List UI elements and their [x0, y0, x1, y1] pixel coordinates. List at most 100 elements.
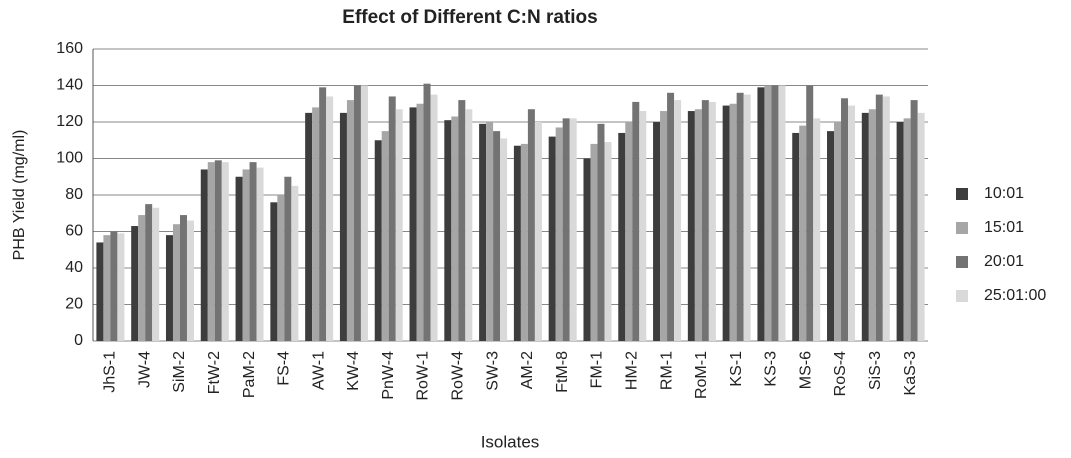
bar: [569, 118, 577, 341]
bar: [660, 111, 668, 341]
bar: [875, 94, 883, 341]
bar: [764, 85, 772, 341]
bar: [708, 101, 716, 341]
bar: [848, 105, 856, 341]
x-tick-label: FtM-8: [554, 351, 571, 393]
y-tick-label: 40: [65, 259, 83, 276]
bar: [527, 109, 535, 341]
bar: [165, 235, 173, 341]
x-tick-label: PaM-2: [241, 351, 258, 398]
y-tick-label: 160: [56, 40, 83, 57]
bar: [458, 100, 466, 341]
chart-title: Effect of Different C:N ratios: [342, 7, 597, 28]
bar: [145, 204, 153, 341]
bar: [242, 169, 250, 341]
bar: [381, 131, 389, 341]
bar: [757, 87, 765, 341]
x-tick-label: RM-1: [658, 351, 675, 390]
bar: [353, 85, 361, 341]
x-tick-label: KS-1: [728, 351, 745, 387]
bar: [674, 100, 682, 341]
y-axis-label: PHB Yield (mg/ml): [11, 130, 28, 261]
bar: [639, 111, 647, 341]
y-tick-label: 20: [65, 296, 83, 313]
x-tick-label: RoM-1: [693, 351, 710, 399]
x-tick-label: FtW-2: [206, 351, 223, 394]
x-tick-label: KaS-3: [902, 351, 919, 396]
bar: [235, 176, 243, 341]
bar: [172, 224, 180, 341]
bar: [604, 142, 612, 341]
legend-label: 20:01: [984, 253, 1024, 270]
bar: [277, 195, 285, 341]
y-tick-label: 80: [65, 186, 83, 203]
bar: [687, 111, 695, 341]
x-tick-label: KW-4: [345, 351, 362, 391]
x-tick-label: HM-2: [623, 351, 640, 390]
bar: [388, 96, 396, 341]
y-tick-label: 100: [56, 150, 83, 167]
legend-swatch: [956, 290, 968, 302]
x-tick-label: FS-4: [276, 351, 293, 386]
bar: [493, 131, 501, 341]
bar: [882, 96, 890, 341]
bar: [486, 122, 494, 341]
bar: [653, 122, 661, 341]
bar: [374, 140, 382, 341]
bar: [291, 185, 299, 341]
x-tick-label: JW-4: [136, 351, 153, 388]
bar: [409, 107, 417, 342]
bar: [131, 226, 139, 341]
legend-label: 15:01: [984, 219, 1024, 236]
bar: [520, 143, 528, 341]
legend-swatch: [956, 222, 968, 234]
y-tick-label: 120: [56, 113, 83, 130]
bar: [96, 242, 104, 341]
bar: [813, 118, 821, 341]
bar: [896, 122, 904, 341]
bar: [618, 132, 626, 341]
bar: [479, 123, 487, 341]
x-tick-label: KS-3: [763, 351, 780, 387]
y-tick-label: 140: [56, 77, 83, 94]
x-tick-label: AM-2: [519, 351, 536, 389]
x-tick-label: SW-3: [484, 351, 501, 391]
bar: [270, 202, 278, 341]
bar: [305, 112, 313, 341]
bar: [221, 162, 229, 341]
x-tick-label: SiM-2: [171, 351, 188, 393]
bar: [834, 122, 842, 341]
x-tick-label: FM-1: [589, 351, 606, 388]
bar: [778, 85, 786, 341]
bar: [214, 160, 222, 341]
bar: [339, 112, 347, 341]
y-tick-label: 60: [65, 223, 83, 240]
x-tick-label: PnW-4: [380, 351, 397, 400]
bar: [597, 123, 605, 341]
bar: [152, 207, 160, 341]
bar: [903, 118, 911, 341]
bar: [743, 94, 751, 341]
bar: [200, 169, 208, 341]
bar: [667, 92, 675, 341]
x-tick-label: RoS-4: [832, 351, 849, 396]
legend-label: 25:01:00: [984, 287, 1046, 304]
bar: [513, 145, 521, 341]
bar: [207, 162, 215, 341]
bar: [465, 109, 473, 341]
bar: [312, 107, 320, 342]
bar: [910, 100, 918, 341]
bar: [110, 231, 118, 341]
bar: [722, 105, 730, 341]
bar: [771, 85, 779, 341]
bar: [694, 109, 702, 341]
legend-swatch: [956, 188, 968, 200]
bar: [701, 100, 709, 341]
bar: [319, 87, 327, 341]
bar: [138, 215, 146, 341]
bar: [792, 132, 800, 341]
bar: [841, 98, 849, 342]
bar: [326, 96, 334, 341]
bar: [500, 138, 508, 341]
bar: [360, 85, 368, 341]
